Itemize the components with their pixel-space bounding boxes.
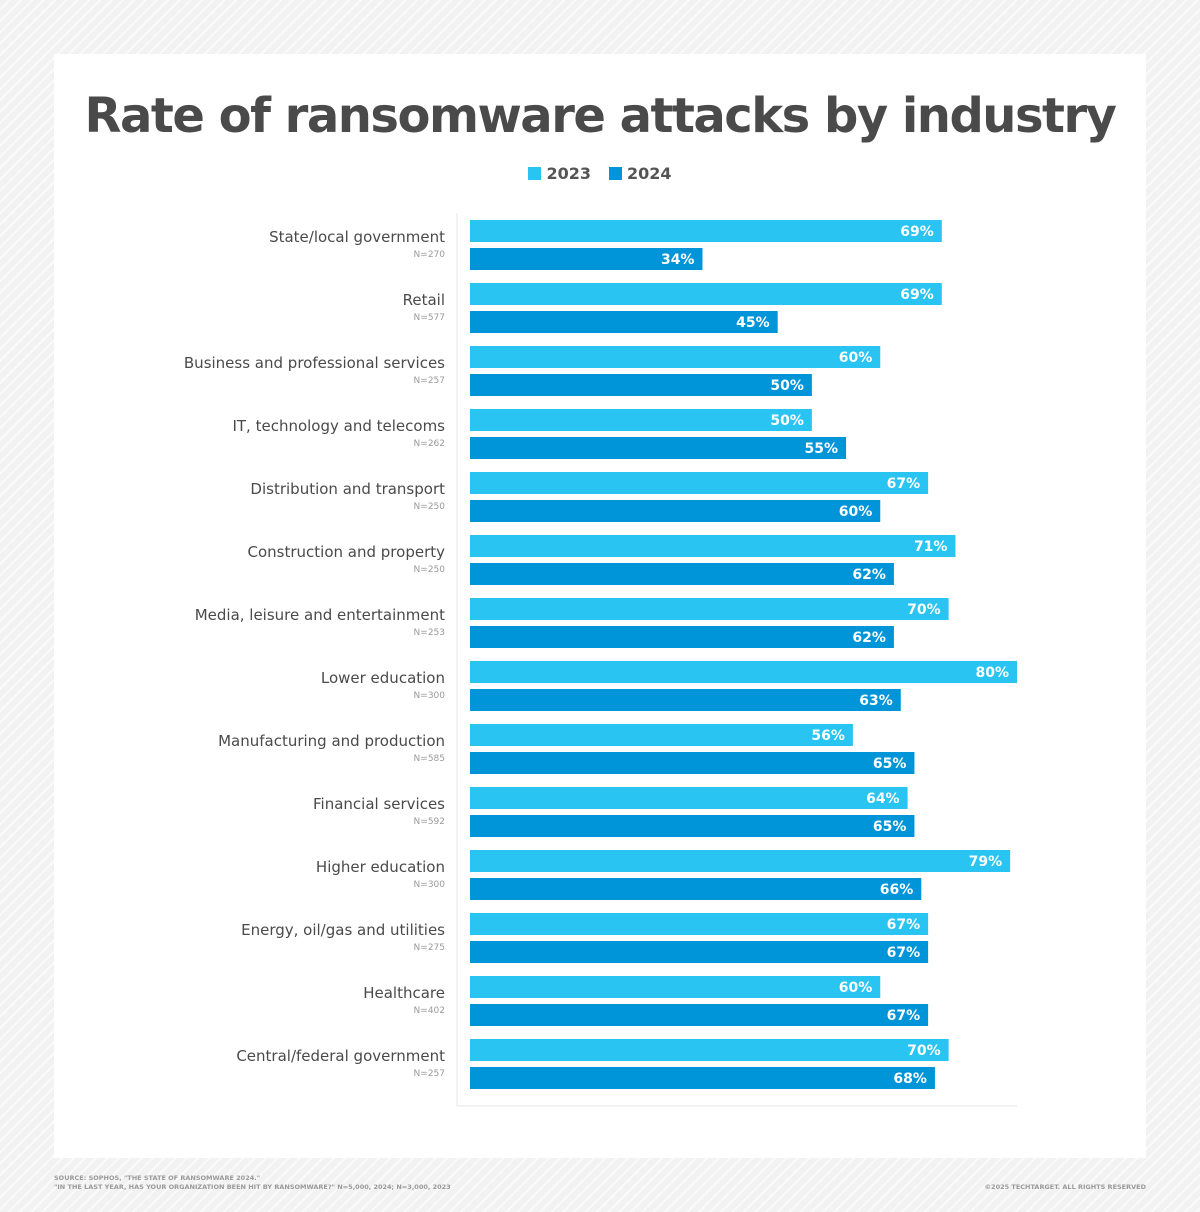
- source-text: SOURCE: SOPHOS, "THE STATE OF RANSOMWARE…: [54, 1174, 261, 1182]
- sample-size-label: N=300: [414, 691, 446, 701]
- data-label-2023: 64%: [866, 791, 900, 807]
- bar-2023: [470, 787, 908, 809]
- legend-item-2023: 2023: [528, 164, 591, 183]
- data-label-2024: 65%: [873, 756, 907, 772]
- bar-2023: [470, 220, 942, 242]
- data-label-2023: 79%: [969, 854, 1003, 870]
- category-label: Central/federal government: [236, 1047, 445, 1065]
- bar-2024: [470, 311, 778, 333]
- bar-2024: [470, 689, 901, 711]
- sample-size-label: N=300: [414, 880, 446, 890]
- data-label-2024: 50%: [770, 378, 804, 394]
- data-label-2023: 71%: [914, 539, 948, 555]
- sample-size-label: N=275: [414, 943, 445, 953]
- sample-size-label: N=270: [414, 250, 446, 260]
- sample-size-label: N=577: [414, 313, 445, 323]
- category-label: Healthcare: [363, 984, 445, 1002]
- legend-swatch-2023: [528, 167, 542, 180]
- category-label: IT, technology and telecoms: [232, 417, 445, 435]
- data-label-2023: 80%: [975, 665, 1009, 681]
- data-label-2023: 67%: [887, 917, 921, 933]
- bar-2023: [470, 850, 1011, 872]
- legend-swatch-2024: [609, 167, 622, 180]
- data-label-2024: 60%: [839, 504, 873, 520]
- data-label-2024: 67%: [887, 1008, 921, 1024]
- data-label-2024: 45%: [736, 315, 770, 331]
- data-label-2023: 70%: [907, 1043, 941, 1059]
- category-label: Media, leisure and entertainment: [195, 606, 445, 624]
- bar-2024: [470, 1067, 935, 1089]
- bar-2023: [470, 472, 929, 494]
- legend-item-2024: 2024: [609, 164, 672, 183]
- data-label-2024: 66%: [880, 882, 914, 898]
- data-label-2023: 56%: [811, 728, 845, 744]
- bar-2023: [470, 1039, 949, 1061]
- category-label: Business and professional services: [184, 354, 445, 372]
- chart-title: Rate of ransomware attacks by industry: [84, 88, 1117, 144]
- copyright: ©2025 TECHTARGET. ALL RIGHTS RESERVED: [984, 1183, 1146, 1191]
- data-label-2023: 60%: [839, 350, 873, 366]
- bar-2024: [470, 500, 881, 522]
- data-label-2024: 34%: [661, 252, 695, 268]
- legend-label-2023: 2023: [546, 164, 591, 183]
- bar-2024: [470, 374, 812, 396]
- bar-2023: [470, 283, 942, 305]
- sample-size-label: N=257: [414, 376, 445, 386]
- sample-size-label: N=250: [414, 502, 446, 512]
- data-label-2024: 68%: [893, 1071, 927, 1087]
- bar-2023: [470, 661, 1017, 683]
- category-label: Distribution and transport: [250, 480, 445, 498]
- bar-2024: [470, 941, 929, 963]
- sample-size-label: N=257: [414, 1069, 445, 1079]
- legend-label-2024: 2024: [627, 164, 672, 183]
- bar-2023: [470, 598, 949, 620]
- bar-2024: [470, 1004, 929, 1026]
- bar-2024: [470, 815, 915, 837]
- bar-2024: [470, 626, 894, 648]
- category-label: Retail: [403, 291, 445, 309]
- category-label: Lower education: [321, 669, 445, 687]
- data-label-2024: 65%: [873, 819, 907, 835]
- footer-source: SOURCE: SOPHOS, "THE STATE OF RANSOMWARE…: [54, 1174, 451, 1192]
- category-label: Financial services: [313, 795, 445, 813]
- sample-size-label: N=253: [414, 628, 445, 638]
- data-label-2024: 55%: [805, 441, 839, 457]
- bar-2023: [470, 409, 812, 431]
- sample-size-label: N=262: [414, 439, 445, 449]
- sample-size-label: N=402: [414, 1006, 445, 1016]
- sample-size-label: N=592: [414, 817, 445, 827]
- bar-2024: [470, 752, 915, 774]
- legend: 2023 2024: [0, 164, 1200, 183]
- category-label: Manufacturing and production: [218, 732, 445, 750]
- data-label-2023: 60%: [839, 980, 873, 996]
- data-label-2024: 67%: [887, 945, 921, 961]
- sample-size-label: N=585: [414, 754, 445, 764]
- data-label-2024: 62%: [852, 630, 886, 646]
- category-label: Energy, oil/gas and utilities: [241, 921, 445, 939]
- data-label-2023: 69%: [900, 287, 934, 303]
- data-label-2024: 62%: [852, 567, 886, 583]
- bar-2024: [470, 878, 922, 900]
- bar-2023: [470, 346, 881, 368]
- bar-2023: [470, 724, 853, 746]
- category-label: State/local government: [269, 228, 445, 246]
- category-label: Higher education: [316, 858, 445, 876]
- data-label-2023: 67%: [887, 476, 921, 492]
- bar-2023: [470, 913, 929, 935]
- bar-2024: [470, 563, 894, 585]
- bar-2024: [470, 437, 847, 459]
- data-label-2023: 50%: [770, 413, 804, 429]
- bar-2024: [470, 248, 703, 270]
- sample-size-label: N=250: [414, 565, 446, 575]
- category-label: Construction and property: [248, 543, 446, 561]
- data-label-2023: 69%: [900, 224, 934, 240]
- survey-question: "IN THE LAST YEAR, HAS YOUR ORGANIZATION…: [54, 1183, 451, 1191]
- data-label-2024: 63%: [859, 693, 893, 709]
- bar-2023: [470, 535, 956, 557]
- data-label-2023: 70%: [907, 602, 941, 618]
- bar-2023: [470, 976, 881, 998]
